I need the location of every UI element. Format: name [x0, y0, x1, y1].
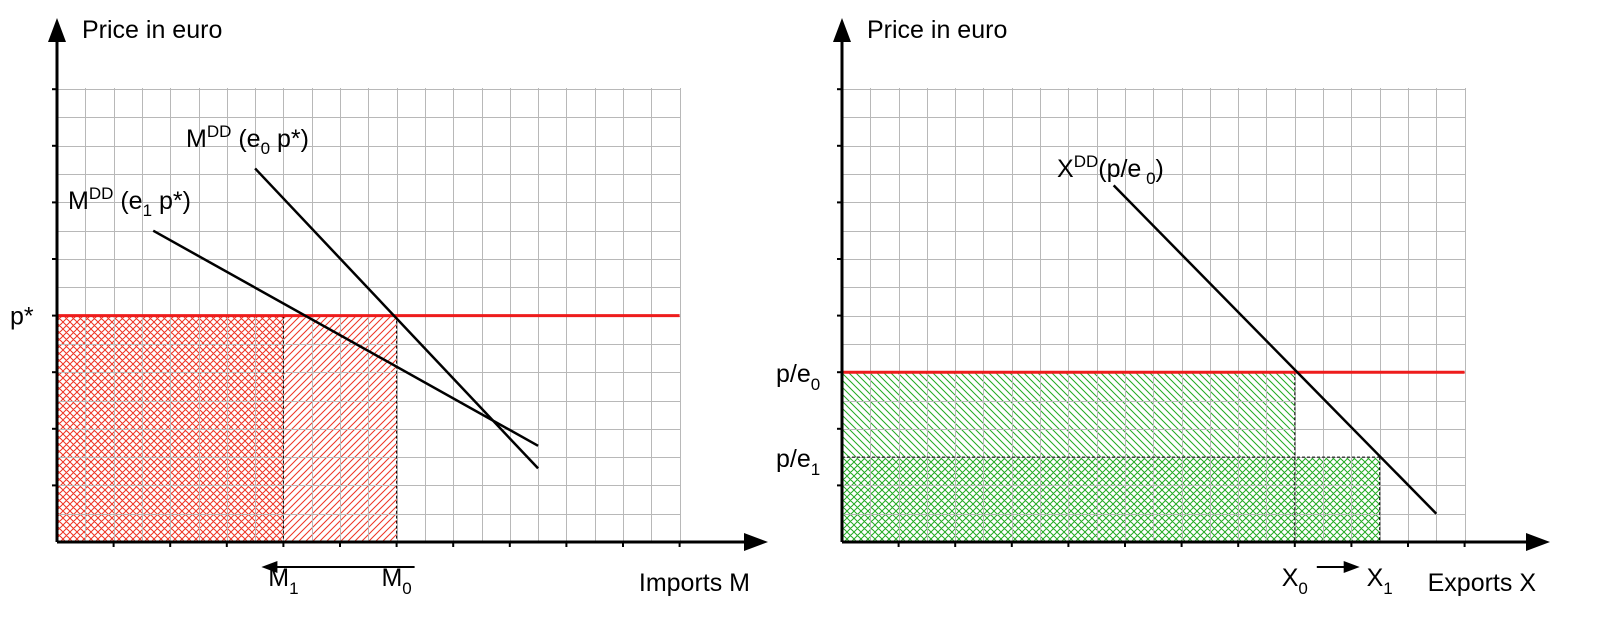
x-axis-label: Exports X	[1428, 569, 1537, 597]
curve-label: XDD(p/e 0)	[1057, 152, 1164, 188]
curve-label-sub: 1	[143, 201, 152, 220]
price-tick-sub: 1	[811, 460, 820, 479]
price-tick-label: p/e0	[776, 360, 820, 394]
price-tick-sub: 0	[811, 375, 820, 394]
x-marker-sub: 0	[1298, 579, 1307, 598]
curve-label-sup: DD	[1074, 152, 1099, 171]
x-marker-main: X	[1282, 564, 1299, 592]
demand-curve-2	[152, 229, 539, 447]
curve-label-close: )	[1156, 155, 1164, 183]
price-tick-main: p/e	[776, 360, 811, 388]
x-axis-arrowhead	[744, 533, 768, 551]
curve-label: MDD (e1 p*)	[68, 184, 191, 220]
shift-arrowhead	[261, 561, 278, 573]
y-axis-arrowhead	[833, 18, 851, 42]
x-axis-label: Imports M	[639, 569, 750, 597]
price-tick-main: p/e	[776, 445, 811, 473]
y-axis-label: Price in euro	[867, 16, 1007, 44]
x-marker-sub: 1	[1383, 579, 1392, 598]
x-axis-arrowhead	[1526, 533, 1550, 551]
curve-label-sup: DD	[207, 122, 232, 141]
x-marker-label: M0	[381, 564, 411, 598]
shaded-region-2	[842, 457, 1380, 542]
curve-label-sub: 0	[261, 139, 270, 158]
curve-label-sup: DD	[89, 184, 114, 203]
x-marker-sub: 0	[402, 579, 411, 598]
demand-curve-1	[1112, 184, 1438, 515]
curve-label-main: M	[68, 187, 89, 215]
x-marker-label: X0	[1282, 564, 1308, 598]
x-marker-main: X	[1367, 564, 1384, 592]
curve-label: MDD (e0 p*)	[186, 122, 309, 158]
curve-label-close: p*)	[270, 125, 309, 153]
curve-label-close: p*)	[152, 187, 191, 215]
curve-label-open: (p/e	[1098, 155, 1141, 183]
curve-label-main: X	[1057, 155, 1074, 183]
price-tick-label: p*	[10, 303, 34, 331]
x-marker-label: X1	[1367, 564, 1393, 598]
y-axis-arrowhead	[48, 18, 66, 42]
shift-arrowhead	[1343, 561, 1360, 573]
x-marker-main: M	[381, 564, 402, 592]
curve-label-open: (e	[113, 187, 142, 215]
curve-label-main: M	[186, 125, 207, 153]
price-tick-label: p/e1	[776, 445, 820, 479]
curve-label-sub: 0	[1141, 169, 1155, 188]
curve-label-open: (e	[231, 125, 260, 153]
y-axis-label: Price in euro	[82, 16, 222, 44]
x-marker-sub: 1	[289, 579, 298, 598]
